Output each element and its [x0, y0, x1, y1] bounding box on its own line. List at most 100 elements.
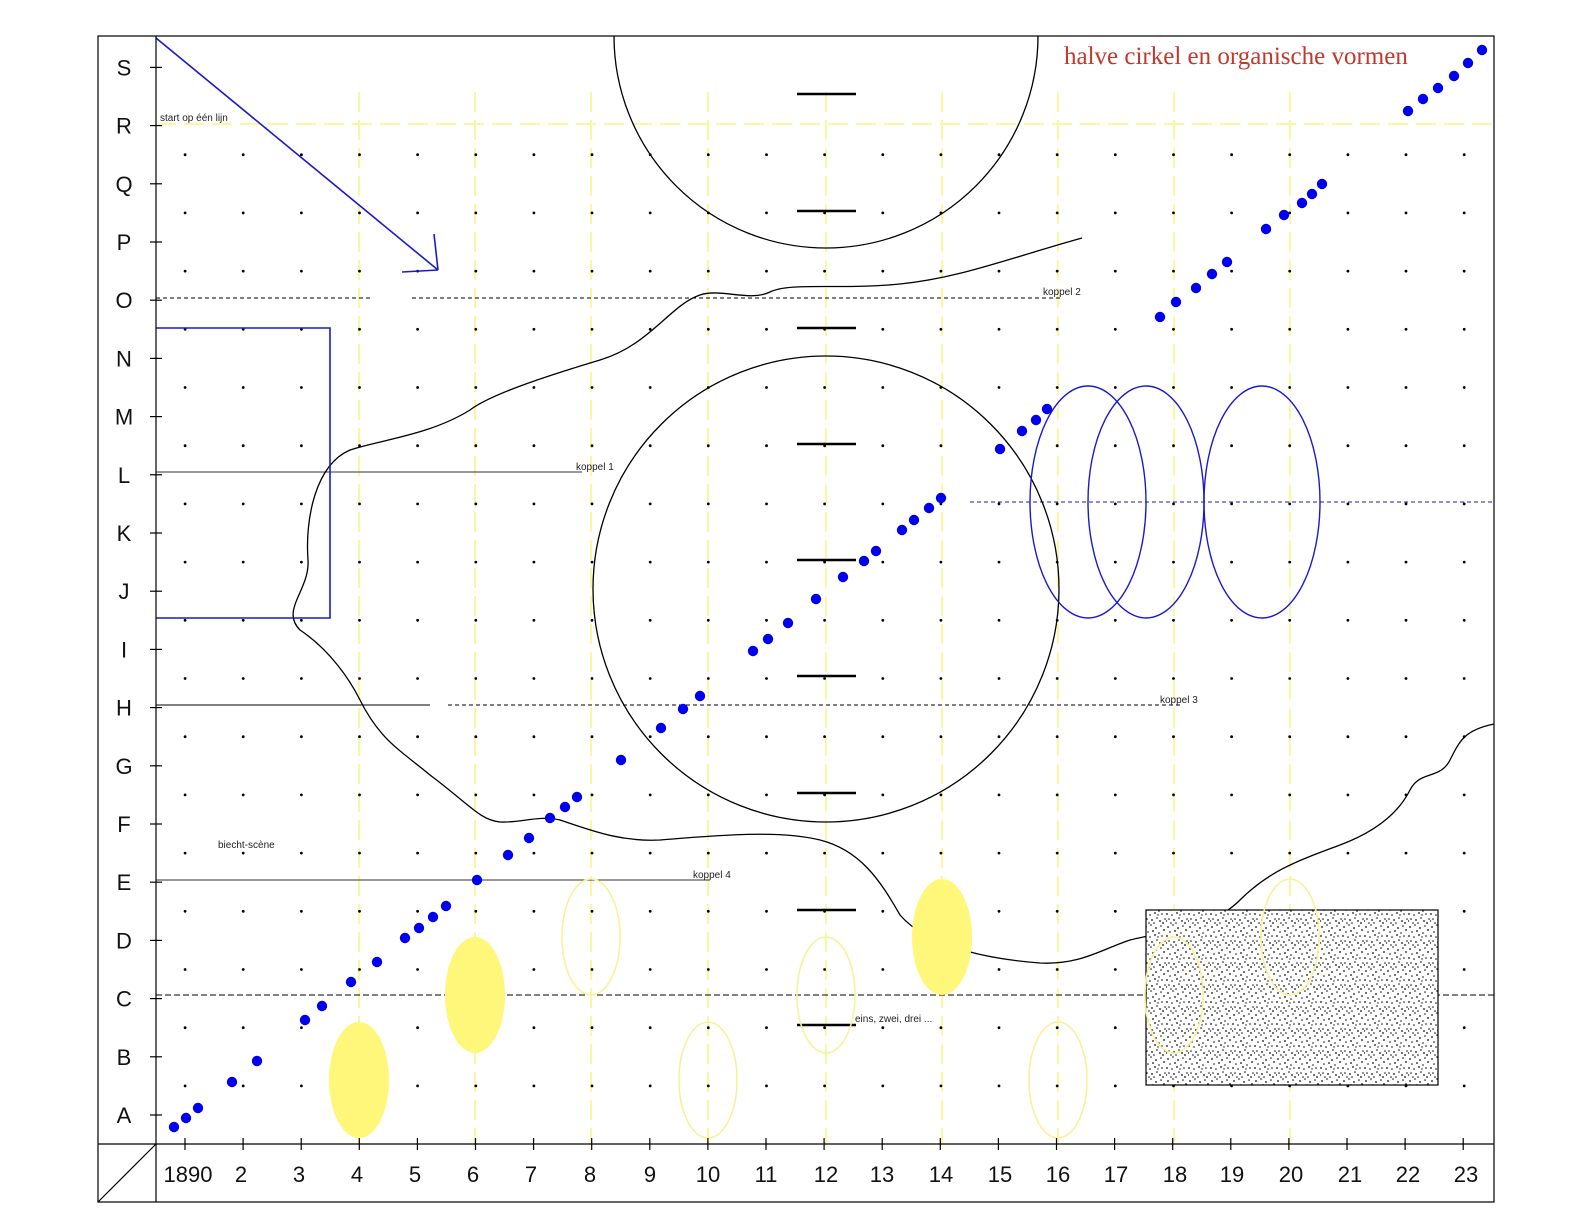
grid-dot [183, 211, 187, 215]
grid-dot [532, 211, 536, 215]
blue-dot [316, 1000, 328, 1012]
large-circle [592, 355, 1060, 823]
column-label: 22 [1396, 1162, 1420, 1187]
grid-dot [1404, 269, 1408, 273]
row-label: R [116, 114, 132, 139]
grid-dot [1404, 735, 1408, 739]
grid-dot [1462, 386, 1466, 389]
grid-dot [1288, 793, 1292, 797]
grid-dot [1230, 211, 1233, 215]
blue-dot [1448, 70, 1460, 82]
column-label: 4 [351, 1162, 363, 1187]
grid-dot [1346, 677, 1350, 680]
grid-dot [648, 1026, 652, 1030]
grid-dot [590, 968, 594, 971]
grid-dot [881, 968, 885, 971]
grid-dot [997, 327, 1001, 331]
grid-dot [1172, 211, 1175, 215]
blue-dot [440, 900, 452, 912]
grid-dot [1346, 386, 1350, 389]
grid-dot [765, 793, 768, 797]
grid-dot [1462, 677, 1466, 680]
row-label: S [117, 55, 132, 80]
blue-dot [1154, 311, 1166, 323]
row-label: D [116, 928, 132, 953]
blue-dot [502, 849, 514, 861]
grid-dot [823, 502, 826, 506]
blue-dot [655, 722, 667, 734]
grid-dot [648, 386, 652, 389]
diagram-title: halve cirkel en organische vormen [1064, 43, 1408, 70]
grid-dot [1288, 386, 1292, 389]
grid-dot [532, 909, 536, 913]
grid-dot [881, 793, 885, 797]
grid-dot [1055, 327, 1059, 331]
grid-dot [474, 677, 478, 680]
axis-ticks [150, 66, 1464, 1150]
blue-dot [677, 703, 689, 715]
blue-dot [559, 801, 571, 813]
grid-dot [1055, 851, 1059, 855]
row-labels: A B C D E F G H I J K L M N O P Q R S [115, 55, 133, 1128]
grid-dot [300, 735, 303, 739]
grid-dot [1404, 211, 1408, 215]
grid-dot [1346, 851, 1350, 855]
grid-dot [532, 735, 536, 739]
grid-dot [1288, 502, 1292, 506]
grid-dot [997, 153, 1001, 157]
blue-dot [1190, 282, 1202, 294]
grid-dot [1230, 735, 1233, 739]
grid-dot [1113, 1026, 1117, 1030]
grid-dot [939, 502, 943, 506]
grid-dot [765, 327, 768, 331]
grid-dot [183, 968, 187, 971]
grid-dot [358, 269, 361, 273]
grid-dot [765, 909, 768, 913]
blue-dot [180, 1112, 192, 1124]
grid-dot [474, 909, 478, 913]
grid-dot [939, 1084, 943, 1088]
grid-dot [1346, 269, 1350, 273]
grid-dot [997, 618, 1001, 622]
grid-dot [648, 211, 652, 215]
grid-dot [1230, 502, 1233, 506]
grid-dot [997, 677, 1001, 680]
column-label: 7 [525, 1162, 537, 1187]
column-label: 21 [1338, 1162, 1362, 1187]
grid-dot [1346, 560, 1350, 564]
grid-dot [1462, 1084, 1466, 1088]
grid-dot [183, 1084, 187, 1088]
row-label: F [117, 812, 130, 837]
blue-dot [1476, 44, 1488, 56]
grid-dot [416, 968, 419, 971]
column-label: 19 [1220, 1162, 1244, 1187]
annotation-eins: eins, zwei, drei ... [855, 1014, 932, 1025]
grid-dot [590, 851, 594, 855]
grid-dot [532, 677, 536, 680]
row-label: J [119, 579, 130, 604]
grid-dot [1113, 269, 1117, 273]
grid-dot [358, 968, 361, 971]
grid-dot [823, 1026, 826, 1030]
grid-dot [881, 211, 885, 215]
grid-dot [1172, 735, 1175, 739]
grid-dot [881, 502, 885, 506]
grid-dot [648, 677, 652, 680]
grid-dot [241, 909, 245, 913]
grid-dot [823, 968, 826, 971]
grid-dot [1230, 386, 1233, 389]
blue-dot [896, 524, 908, 536]
grid-dot [706, 502, 710, 506]
grid-dot [532, 560, 536, 564]
blue-dot [782, 617, 794, 629]
grid-dot [1230, 677, 1233, 680]
grid-dot [648, 502, 652, 506]
column-label: 11 [755, 1162, 778, 1187]
blue-ellipses [1029, 385, 1321, 619]
organic-curve [292, 237, 1495, 964]
grid-dot [241, 502, 245, 506]
blue-dot [908, 514, 920, 526]
grid-dot [1404, 444, 1408, 448]
grid-dot [590, 502, 594, 506]
grid-dot [997, 502, 1001, 506]
